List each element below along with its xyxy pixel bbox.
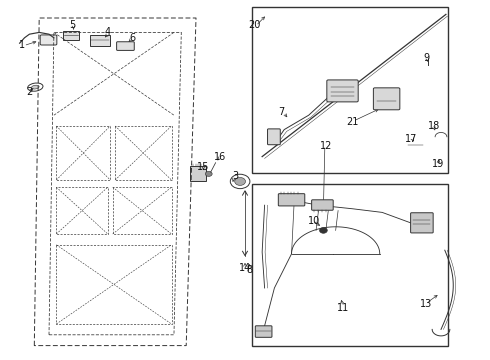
Text: 1: 1: [19, 40, 25, 50]
FancyBboxPatch shape: [407, 139, 424, 152]
Text: 14: 14: [239, 263, 251, 273]
Text: 11: 11: [337, 303, 349, 313]
FancyBboxPatch shape: [373, 88, 400, 110]
Circle shape: [230, 174, 250, 189]
Circle shape: [319, 228, 327, 233]
Text: 15: 15: [197, 162, 210, 172]
FancyBboxPatch shape: [63, 31, 79, 40]
Text: 2: 2: [26, 87, 32, 97]
Text: 6: 6: [129, 33, 135, 43]
Circle shape: [433, 160, 445, 169]
Circle shape: [235, 177, 245, 185]
Text: 19: 19: [433, 159, 445, 169]
FancyBboxPatch shape: [430, 130, 442, 140]
Text: 7: 7: [279, 107, 285, 117]
Text: 10: 10: [308, 216, 319, 226]
Text: 17: 17: [405, 134, 418, 144]
FancyBboxPatch shape: [117, 42, 134, 50]
FancyBboxPatch shape: [411, 213, 433, 233]
Circle shape: [436, 162, 442, 167]
FancyBboxPatch shape: [90, 35, 110, 46]
Text: 8: 8: [247, 265, 253, 275]
Circle shape: [426, 55, 432, 60]
Text: 12: 12: [319, 141, 332, 151]
Text: 21: 21: [346, 117, 359, 127]
Text: 13: 13: [420, 299, 433, 309]
Text: 3: 3: [232, 171, 238, 181]
Text: 5: 5: [70, 20, 75, 30]
FancyBboxPatch shape: [40, 35, 57, 45]
FancyBboxPatch shape: [268, 129, 280, 145]
FancyBboxPatch shape: [421, 64, 434, 73]
Bar: [252, 184, 448, 346]
Text: 9: 9: [423, 53, 429, 63]
FancyBboxPatch shape: [190, 166, 206, 181]
FancyBboxPatch shape: [327, 80, 358, 102]
Ellipse shape: [27, 83, 43, 91]
Ellipse shape: [31, 85, 39, 89]
Text: 20: 20: [248, 20, 261, 30]
FancyBboxPatch shape: [255, 326, 272, 337]
Bar: [252, 7, 448, 173]
Text: 16: 16: [215, 152, 226, 162]
Circle shape: [205, 171, 212, 176]
FancyBboxPatch shape: [278, 194, 305, 206]
Text: 18: 18: [427, 121, 440, 131]
FancyBboxPatch shape: [312, 200, 333, 210]
Text: 4: 4: [105, 27, 111, 37]
